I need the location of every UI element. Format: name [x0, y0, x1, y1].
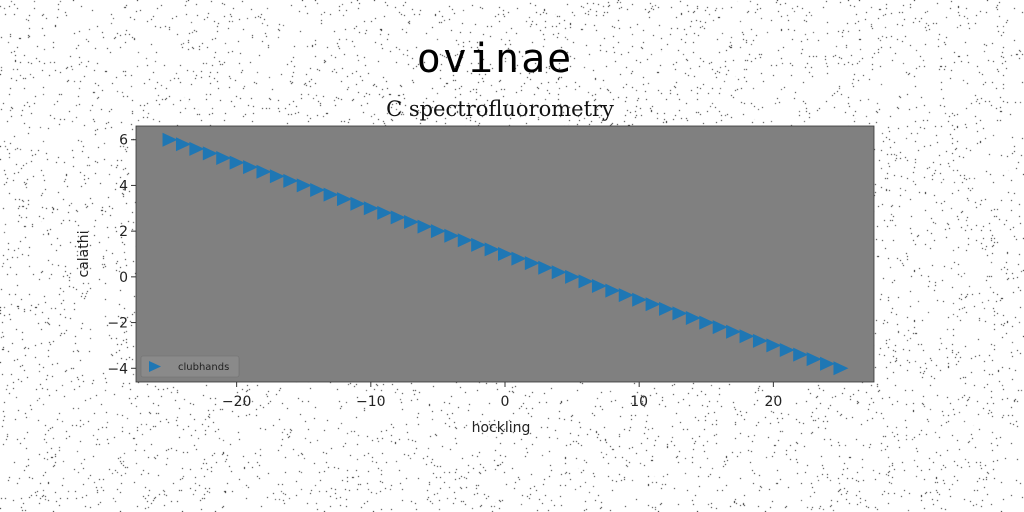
data-point	[471, 237, 487, 252]
data-point	[363, 201, 379, 216]
y-axis-label: calathi	[76, 231, 92, 278]
data-point	[350, 196, 366, 211]
data-point	[404, 215, 420, 229]
data-point	[618, 288, 634, 303]
data-point	[551, 265, 567, 280]
data-point	[779, 343, 795, 357]
y-tick-label: −2	[107, 316, 128, 332]
data-point	[752, 333, 768, 348]
data-point	[484, 242, 500, 257]
legend-marker-triangle-icon	[149, 361, 161, 372]
data-point	[739, 329, 755, 344]
data-point	[390, 210, 406, 225]
data-point	[632, 292, 648, 307]
legend: clubhands	[140, 355, 240, 378]
data-point	[685, 311, 701, 325]
data-point	[672, 306, 688, 321]
legend-entry-label: clubhands	[178, 362, 229, 373]
data-point	[806, 352, 822, 367]
data-point	[659, 301, 675, 316]
y-tick-label: 0	[119, 270, 128, 286]
data-point	[538, 260, 554, 275]
x-tick-label: 10	[630, 394, 648, 410]
figure-suptitle: ovinae	[417, 36, 574, 82]
x-axis-label: hockling	[472, 420, 531, 436]
data-point	[578, 274, 594, 289]
chart-title: C spectrofluorometry	[386, 97, 614, 121]
data-point	[310, 183, 326, 197]
data-point	[699, 315, 715, 330]
data-point	[833, 361, 849, 376]
x-tick-label: −10	[356, 394, 386, 410]
data-point	[591, 279, 607, 293]
data-point	[766, 338, 782, 353]
data-points	[162, 132, 849, 376]
data-point	[793, 347, 809, 362]
data-point	[256, 164, 272, 179]
data-point	[336, 192, 352, 207]
x-tick-label: −20	[222, 394, 252, 410]
y-tick-label: 4	[119, 178, 128, 194]
data-point	[726, 324, 742, 339]
y-tick-label: 2	[119, 224, 128, 240]
data-point	[430, 224, 446, 239]
data-point	[202, 146, 218, 161]
data-point	[498, 247, 513, 261]
data-point	[189, 141, 205, 156]
data-point	[162, 132, 178, 147]
y-tick-label: −4	[107, 361, 128, 377]
data-point	[820, 356, 836, 371]
data-point	[243, 160, 259, 175]
data-point	[296, 178, 312, 193]
data-point	[175, 137, 191, 152]
legend-box	[140, 355, 240, 378]
data-point	[457, 233, 473, 248]
x-tick-label: 20	[764, 394, 782, 410]
data-point	[216, 151, 232, 165]
data-point	[283, 173, 299, 188]
data-point	[417, 219, 433, 234]
data-point	[323, 187, 339, 202]
data-point	[269, 169, 285, 184]
data-point	[565, 269, 581, 284]
data-point	[511, 251, 527, 266]
data-point	[524, 256, 540, 271]
data-point	[712, 320, 728, 335]
data-point	[377, 205, 393, 220]
data-point	[645, 297, 661, 312]
x-tick-label: 0	[501, 394, 510, 410]
data-point	[229, 155, 245, 170]
data-point	[444, 228, 460, 243]
data-point	[605, 283, 621, 298]
y-tick-label: 6	[119, 133, 128, 149]
